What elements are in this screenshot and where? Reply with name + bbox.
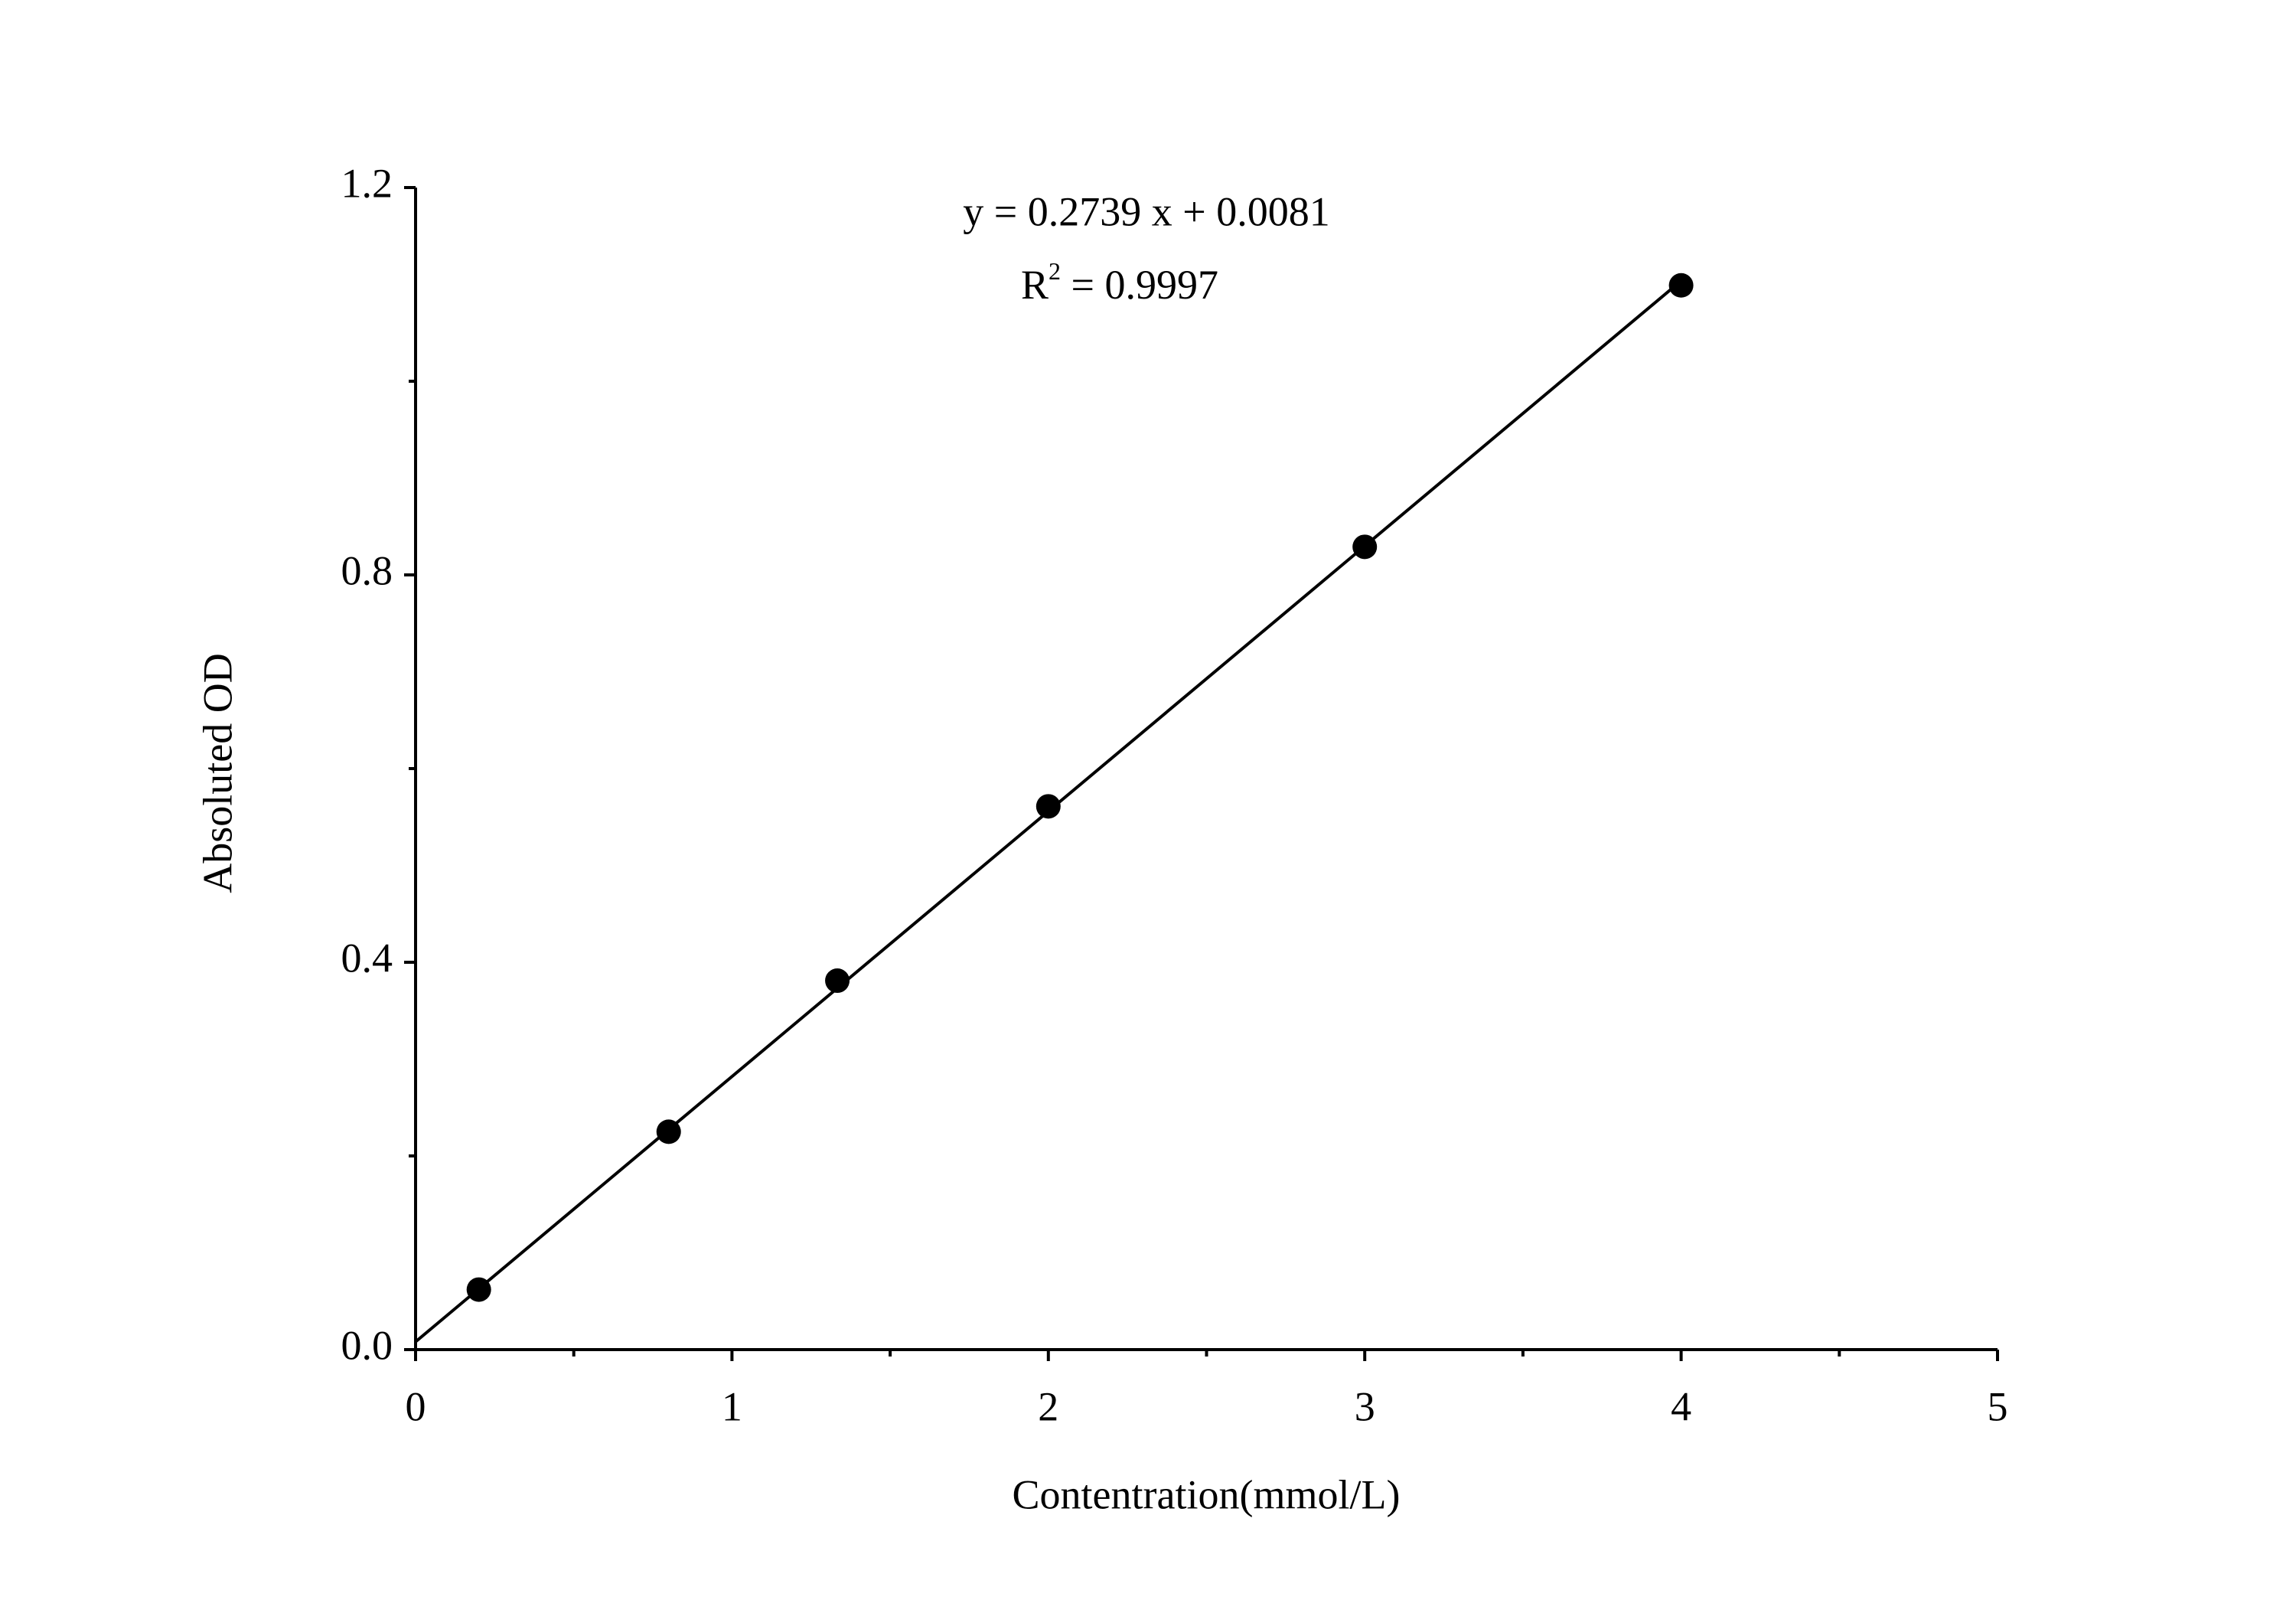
x-tick-label: 4 — [1671, 1383, 1691, 1429]
r-squared: R2 = 0.9997 — [1021, 257, 1218, 308]
x-tick-label: 5 — [1988, 1383, 2008, 1429]
y-tick-label: 0.4 — [341, 935, 393, 981]
y-tick-label: 0.8 — [341, 547, 393, 593]
y-tick-label: 1.2 — [341, 160, 393, 206]
fit-equation: y = 0.2739 x + 0.0081 — [963, 188, 1329, 234]
x-tick-label: 0 — [406, 1383, 426, 1429]
r2-superscript: 2 — [1049, 257, 1061, 285]
data-point — [1352, 534, 1378, 560]
x-tick-label: 3 — [1355, 1383, 1375, 1429]
x-tick-label: 2 — [1038, 1383, 1058, 1429]
r2-symbol: R — [1021, 262, 1049, 308]
data-point — [1668, 273, 1694, 298]
x-axis-title: Contentration(mmol/L) — [1013, 1471, 1401, 1517]
data-point — [466, 1277, 491, 1302]
y-axis-title: Absoluted OD — [194, 653, 240, 893]
data-point — [656, 1119, 681, 1144]
data-point — [825, 968, 850, 994]
r2-value: = 0.9997 — [1061, 262, 1218, 308]
x-tick-label: 1 — [722, 1383, 742, 1429]
data-point — [1035, 794, 1061, 819]
y-tick-label: 0.0 — [341, 1322, 393, 1368]
